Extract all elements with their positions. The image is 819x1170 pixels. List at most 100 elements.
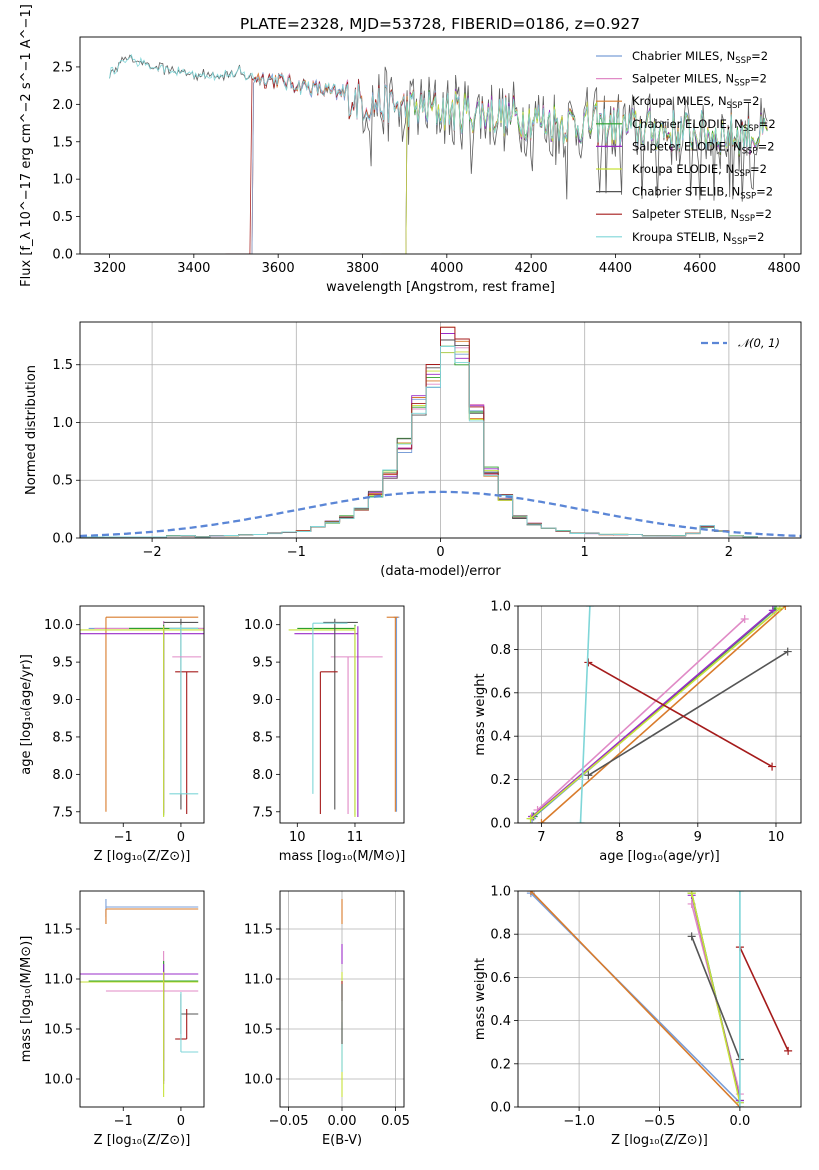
y-tick-label: 0.0 <box>490 1101 511 1116</box>
axes-frame <box>517 605 802 824</box>
histogram-salpeter-elodie <box>80 333 758 538</box>
errorbar-salpeter-stelib <box>175 671 199 815</box>
mass-z-panel: −1 0 10.0 10.5 11.0 11.5 Z [log₁₀(Z/Z⊙)] mass [… <box>19 890 205 1148</box>
histogram-chabrier-elodie <box>80 345 758 538</box>
weight-marker <box>687 891 696 898</box>
weight-line-chabrier-stelib <box>687 932 744 1064</box>
y-tick-label: 0.4 <box>490 730 511 745</box>
x-tick-label: 0 <box>436 545 444 560</box>
mass-z-plot-area <box>80 899 199 1097</box>
legend-label-kroupa-elodie: Kroupa ELODIE, NSSP=2 <box>632 162 767 179</box>
histogram-kroupa-miles <box>80 326 758 538</box>
weight-segment <box>540 606 786 823</box>
errorbar-salpeter-miles <box>105 951 199 1061</box>
y-tick-label: 2.0 <box>52 98 73 113</box>
x-tick-label: 4600 <box>683 261 716 276</box>
x-tick-label: 4800 <box>768 261 801 276</box>
mass-ebv-axes: −0.05 0.00 0.05 10.0 10.5 11.0 11.5 <box>244 890 410 1129</box>
x-tick-label: 10 <box>289 830 306 845</box>
weight-line-kroupa-miles <box>526 891 744 1107</box>
y-tick-label: 0.8 <box>490 643 511 658</box>
weight-segment <box>579 606 591 823</box>
weight-line-kroupa-stelib <box>576 606 594 823</box>
errorbar-salpeter-elodie <box>294 626 359 818</box>
x-tick-label: 4000 <box>430 261 463 276</box>
x-tick-label: 3400 <box>177 261 210 276</box>
y-tick-label: 9.5 <box>252 656 273 671</box>
x-tick-label: 11 <box>347 830 364 845</box>
x-tick-label: −1 <box>287 545 306 560</box>
y-tick-label: 7.5 <box>52 805 73 820</box>
y-tick-label: 0.2 <box>490 773 511 788</box>
residuals-panel: −2 −1 0 1 2 0.0 0.5 1.0 1.5 (data-model)/error Nor… <box>24 321 802 579</box>
axes-frame <box>279 605 405 824</box>
x-tick-label: 0.00 <box>328 1114 357 1129</box>
y-tick-label: 10.5 <box>244 1023 273 1038</box>
weight-age-axes: 7 8 9 10 0.0 0.2 0.4 0.6 0.8 1.0 <box>490 600 802 845</box>
y-axis-label: age [log₁₀(age/yr)] <box>19 654 34 775</box>
histogram-chabrier-miles <box>80 352 758 538</box>
age-z-panel: −1 0 7.5 8.0 8.5 9.0 9.5 10.0 Z [log₁₀(Z/Z⊙)] age… <box>19 605 205 864</box>
y-tick-label: 9.5 <box>52 656 73 671</box>
legend-label-salpeter-miles: Salpeter MILES, NSSP=2 <box>632 72 767 89</box>
weight-line-salpeter-stelib <box>735 943 793 1055</box>
y-tick-label: 0.6 <box>490 971 511 986</box>
x-tick-label: 10 <box>768 830 785 845</box>
legend-label-chabrier-miles: Chabrier MILES, NSSP=2 <box>632 49 768 66</box>
y-tick-label: 10.0 <box>44 1073 73 1088</box>
y-tick-label: 10.5 <box>44 1023 73 1038</box>
age-mass-axes: 10 11 7.5 8.0 8.5 9.0 9.5 10.0 <box>244 605 405 845</box>
weight-segment <box>588 661 773 768</box>
spectrum-line-kroupa-stelib <box>109 53 768 154</box>
weight-marker <box>783 647 792 656</box>
weight-age-panel: 7 8 9 10 0.0 0.2 0.4 0.6 0.8 1.0 age [log₁₀(age/yr… <box>473 600 802 864</box>
histogram-chabrier-stelib <box>80 339 758 538</box>
histogram-kroupa-elodie <box>80 351 758 538</box>
weight-age-plot-area <box>526 606 792 823</box>
weight-marker <box>735 891 744 895</box>
errorbar-chabrier-miles <box>393 616 400 812</box>
weight-marker <box>784 1046 793 1055</box>
weight-z-panel: −1.0 −0.5 0.0 0.0 0.2 0.4 0.6 0.8 1.0 Z [log₁₀(Z/… <box>473 885 802 1148</box>
spectrum-plot-area <box>109 53 768 254</box>
figure-title: PLATE=2328, MJD=53728, FIBERID=0186, z=0… <box>240 15 640 33</box>
errorbar-chabrier-stelib <box>180 994 199 1034</box>
y-tick-label: 1.5 <box>52 135 73 150</box>
histogram-salpeter-miles <box>80 339 758 538</box>
x-axis-label: (data-model)/error <box>380 564 501 579</box>
weight-line-kroupa-stelib <box>735 891 744 1107</box>
legend-label-kroupa-miles: Kroupa MILES, NSSP=2 <box>632 94 759 111</box>
legend-label-salpeter-stelib: Salpeter STELIB, NSSP=2 <box>632 207 772 224</box>
legend-label-chabrier-stelib: Chabrier STELIB, NSSP=2 <box>632 185 773 202</box>
weight-marker <box>781 606 790 610</box>
histogram-kroupa-stelib <box>80 345 758 538</box>
errorbar-chabrier-stelib <box>323 618 358 810</box>
x-tick-label: 4400 <box>599 261 632 276</box>
y-tick-label: 0.0 <box>52 532 73 547</box>
y-tick-label: 1.0 <box>490 600 511 615</box>
x-tick-label: 0 <box>177 1114 185 1129</box>
residuals-axes: −2 −1 0 1 2 0.0 0.5 1.0 1.5 <box>52 321 802 560</box>
x-tick-label: 3800 <box>346 261 379 276</box>
axes-frame <box>79 890 205 1108</box>
age-mass-panel: 10 11 7.5 8.0 8.5 9.0 9.5 10.0 mass [log₁₀(M/M⊙)… <box>244 605 405 864</box>
y-tick-label: 11.5 <box>44 923 73 938</box>
weight-marker <box>735 1103 744 1107</box>
weight-marker <box>576 819 585 823</box>
y-axis-label: mass weight <box>473 958 488 1040</box>
x-tick-label: 8 <box>615 830 623 845</box>
y-tick-label: 1.5 <box>52 358 73 373</box>
gaussian-curve <box>80 490 801 538</box>
weight-marker <box>537 819 546 823</box>
weight-marker <box>526 814 535 823</box>
y-tick-label: 8.0 <box>252 768 273 783</box>
weight-line-kroupa-miles <box>537 606 790 823</box>
x-tick-label: −2 <box>143 545 162 560</box>
weight-marker <box>768 606 777 615</box>
x-axis-label: Z [log₁₀(Z/Z⊙)] <box>94 849 191 864</box>
weight-segment <box>536 618 746 811</box>
y-tick-label: 8.0 <box>52 768 73 783</box>
y-tick-label: 11.5 <box>244 923 273 938</box>
age-z-axes: −1 0 7.5 8.0 8.5 9.0 9.5 10.0 <box>44 605 205 845</box>
